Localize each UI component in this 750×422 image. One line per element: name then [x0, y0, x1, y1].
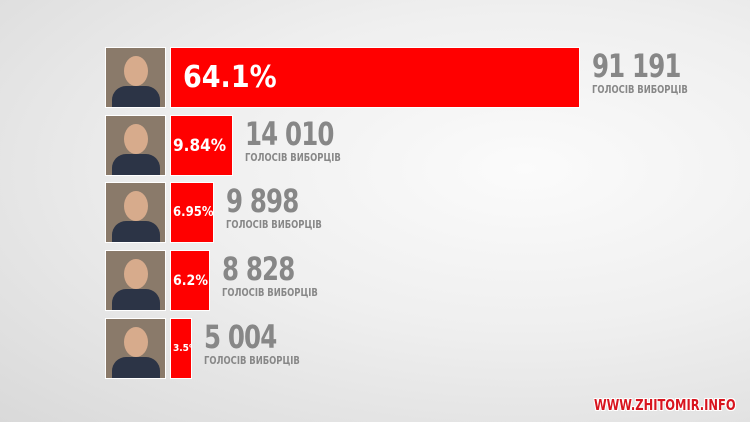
- votes-label: 91 191 ГОЛОСІВ ВИБОРЦІВ: [592, 50, 705, 95]
- bar: 6.95%: [170, 182, 215, 243]
- bar: 6.2%: [170, 250, 210, 311]
- percent-label: 6.95%: [173, 205, 214, 220]
- bar: 64.1%: [170, 47, 581, 108]
- votes-label: 14 010 ГОЛОСІВ ВИБОРЦІВ: [245, 118, 358, 163]
- bar: 9.84%: [170, 115, 233, 176]
- votes-count: 91 191: [592, 47, 681, 85]
- watermark: WWW.ZHITOMIR.INFO: [594, 396, 736, 414]
- votes-label: 8 828 ГОЛОСІВ ВИБОРЦІВ: [222, 253, 335, 298]
- votes-label: 9 898 ГОЛОСІВ ВИБОРЦІВ: [226, 185, 339, 230]
- votes-unit: ГОЛОСІВ ВИБОРЦІВ: [226, 218, 323, 231]
- percent-label: 3.5%: [173, 343, 191, 354]
- votes-unit: ГОЛОСІВ ВИБОРЦІВ: [592, 83, 689, 96]
- votes-unit: ГОЛОСІВ ВИБОРЦІВ: [221, 286, 318, 299]
- percent-label: 64.1%: [183, 60, 277, 95]
- votes-unit: ГОЛОСІВ ВИБОРЦІВ: [244, 151, 341, 164]
- candidate-photo: [105, 47, 166, 108]
- candidate-photo: [105, 318, 166, 379]
- percent-label: 6.2%: [173, 272, 208, 289]
- votes-count: 5 004: [204, 318, 277, 356]
- votes-count: 8 828: [221, 250, 295, 288]
- candidate-photo: [105, 250, 166, 311]
- votes-count: 9 898: [226, 182, 299, 220]
- candidate-photo: [105, 182, 166, 243]
- bar: 3.5%: [170, 318, 193, 379]
- votes-label: 5 004 ГОЛОСІВ ВИБОРЦІВ: [204, 321, 317, 366]
- candidate-photo: [105, 115, 166, 176]
- votes-unit: ГОЛОСІВ ВИБОРЦІВ: [204, 354, 301, 367]
- percent-label: 9.84%: [173, 135, 227, 156]
- votes-count: 14 010: [244, 115, 334, 153]
